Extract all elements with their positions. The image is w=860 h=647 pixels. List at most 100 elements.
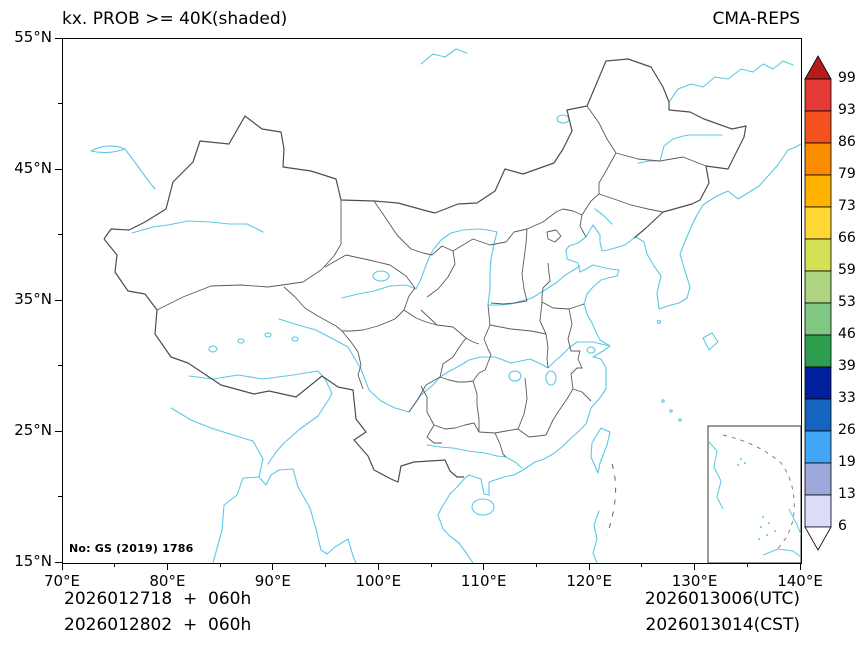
ryukyu-island-3 xyxy=(678,418,682,422)
yangtze-river xyxy=(278,318,611,413)
tarim-river xyxy=(131,220,264,234)
colorbar-segment xyxy=(804,270,832,304)
y-axis-tick-label: 45°N xyxy=(14,159,52,177)
page-title: kx. PROB >= 40K(shaded) xyxy=(62,9,288,29)
x-axis-tick xyxy=(166,563,168,570)
colorbar-tick-label: 6 xyxy=(838,518,847,534)
province-line xyxy=(539,301,549,348)
songhua-river xyxy=(637,134,723,164)
colorbar-top-arrow xyxy=(804,55,832,80)
tibet-lake-2 xyxy=(237,338,245,344)
y-axis-tick xyxy=(55,37,62,39)
province-line xyxy=(581,152,617,216)
pearl-river xyxy=(426,444,523,469)
tibet-lake-1 xyxy=(208,345,218,353)
ganges-river xyxy=(170,407,264,478)
x-axis-tick xyxy=(694,563,696,570)
province-boundaries xyxy=(156,105,707,458)
island-dot xyxy=(766,534,768,536)
taihu-lake xyxy=(586,346,596,354)
province-line xyxy=(478,388,574,438)
colorbar-segment xyxy=(804,366,832,400)
national-border xyxy=(103,58,747,483)
china-border-southwest xyxy=(103,238,464,483)
hulun-lake xyxy=(556,114,570,124)
footer-valid-cst: 2026013014(CST) xyxy=(645,615,800,635)
colorbar-bottom-arrow xyxy=(804,526,832,551)
x-axis-tick-label: 140°E xyxy=(777,572,823,590)
island-dot xyxy=(740,458,742,460)
province-line xyxy=(452,208,583,252)
ili-river xyxy=(124,148,156,190)
province-line xyxy=(472,380,480,432)
inset-vietnam-coast xyxy=(707,440,724,510)
colorbar-tick-label: 93 xyxy=(838,102,856,118)
brahmaputra-river xyxy=(188,370,333,465)
island-dot xyxy=(744,462,746,464)
map-svg xyxy=(90,48,801,563)
x-axis-minor-tick xyxy=(641,563,643,567)
y-axis-minor-tick xyxy=(58,103,62,104)
colorbar-segment xyxy=(804,238,832,272)
russia-coastline xyxy=(702,143,801,206)
hainan-island xyxy=(471,498,495,516)
province-line xyxy=(324,254,416,320)
x-axis-tick-label: 100°E xyxy=(355,572,402,590)
y-axis-minor-tick xyxy=(58,234,62,235)
x-axis-minor-tick xyxy=(325,563,327,567)
province-line xyxy=(489,324,547,335)
lake-balkhash xyxy=(90,145,126,154)
province-line xyxy=(567,308,580,352)
ryukyu-island-1 xyxy=(661,399,665,403)
jeju-island xyxy=(656,319,662,325)
inset-borneo-coast xyxy=(762,548,801,558)
y-axis-tick xyxy=(55,561,62,563)
inset-palawan-coast xyxy=(788,508,801,535)
colorbar-tick-label: 66 xyxy=(838,230,856,246)
x-axis-tick xyxy=(483,563,485,570)
colorbar-segment xyxy=(804,78,832,112)
province-line xyxy=(433,422,480,433)
colorbar-tick-label: 13 xyxy=(838,486,856,502)
province-line xyxy=(615,152,707,167)
province-line xyxy=(598,193,664,213)
x-axis-tick xyxy=(588,563,590,570)
x-axis-tick-label: 90°E xyxy=(254,572,291,590)
colorbar-segment xyxy=(804,398,832,432)
province-line xyxy=(283,286,364,390)
colorbar-tick-label: 53 xyxy=(838,294,856,310)
x-axis-tick-label: 130°E xyxy=(671,572,718,590)
x-axis-minor-tick xyxy=(746,563,748,567)
province-line xyxy=(373,200,456,298)
colorbar-tick-label: 33 xyxy=(838,390,856,406)
x-axis-tick xyxy=(272,563,274,570)
y-axis-tick xyxy=(55,430,62,432)
province-line xyxy=(342,318,396,332)
x-axis-minor-tick xyxy=(219,563,221,567)
province-line xyxy=(483,304,492,356)
province-line xyxy=(517,377,528,430)
map-plot-area: No: GS (2019) 1786 xyxy=(62,38,802,564)
yellow-river xyxy=(341,228,581,306)
colorbar-segment xyxy=(804,334,832,368)
footer-init-line2: 2026012802 + 060h xyxy=(64,615,252,635)
province-line xyxy=(490,228,528,305)
province-line xyxy=(408,376,441,413)
ryukyu-island-2 xyxy=(669,409,673,413)
island-dot xyxy=(760,526,762,528)
amur-river xyxy=(668,60,794,103)
y-axis-tick-label: 55°N xyxy=(14,28,52,46)
island-dot xyxy=(758,538,760,540)
colorbar-segment xyxy=(804,174,832,208)
province-line xyxy=(420,385,442,444)
coastlines-rivers xyxy=(90,48,801,563)
dongting-lake xyxy=(508,370,522,382)
taiwan-island xyxy=(590,427,611,474)
y-axis-tick-label: 25°N xyxy=(14,421,52,439)
province-line xyxy=(572,388,592,402)
footer-init-line1: 2026012718 + 060h xyxy=(64,589,252,609)
colorbar-segment xyxy=(804,142,832,176)
colorbar-tick-label: 59 xyxy=(838,262,856,278)
dashed-sea-boundary xyxy=(606,463,617,536)
